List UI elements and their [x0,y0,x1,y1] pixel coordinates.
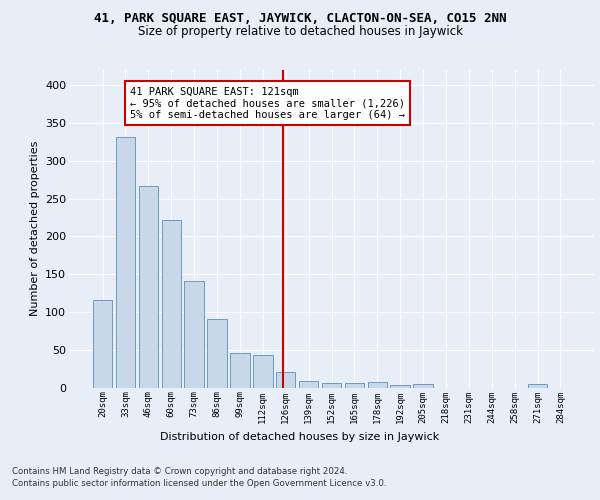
Text: Size of property relative to detached houses in Jaywick: Size of property relative to detached ho… [137,25,463,38]
Bar [322,383,341,388]
Bar [344,383,364,388]
Bar [230,352,250,388]
Bar [184,281,204,388]
Bar [299,380,319,388]
Bar [93,300,112,388]
Text: Distribution of detached houses by size in Jaywick: Distribution of detached houses by size … [160,432,440,442]
Bar [391,385,410,388]
Bar [208,320,227,388]
Bar [368,382,387,388]
Y-axis label: Number of detached properties: Number of detached properties [29,141,40,316]
Bar [413,384,433,388]
Bar [116,136,135,388]
Text: Contains HM Land Registry data © Crown copyright and database right 2024.: Contains HM Land Registry data © Crown c… [12,468,347,476]
Text: 41 PARK SQUARE EAST: 121sqm
← 95% of detached houses are smaller (1,226)
5% of s: 41 PARK SQUARE EAST: 121sqm ← 95% of det… [130,86,405,120]
Text: 41, PARK SQUARE EAST, JAYWICK, CLACTON-ON-SEA, CO15 2NN: 41, PARK SQUARE EAST, JAYWICK, CLACTON-O… [94,12,506,26]
Bar [161,220,181,388]
Text: Contains public sector information licensed under the Open Government Licence v3: Contains public sector information licen… [12,479,386,488]
Bar [139,186,158,388]
Bar [253,355,272,388]
Bar [528,384,547,388]
Bar [276,372,295,388]
